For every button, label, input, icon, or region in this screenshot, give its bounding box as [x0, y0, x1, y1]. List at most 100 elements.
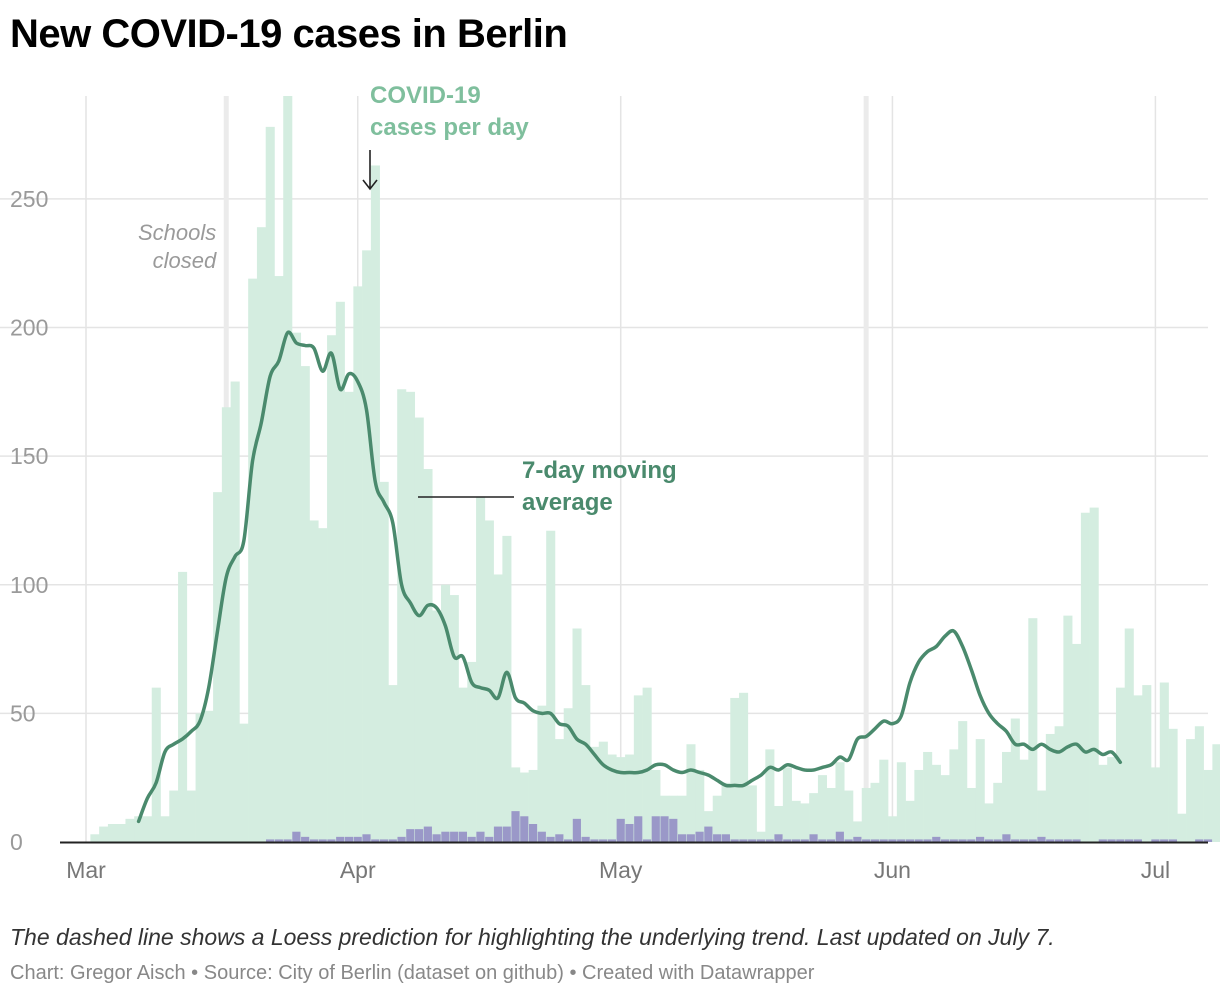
- deaths-bar: [1002, 834, 1011, 842]
- deaths-bar: [888, 839, 897, 842]
- cases-bar: [414, 417, 424, 842]
- deaths-bar: [546, 836, 555, 842]
- cases-bar: [502, 535, 512, 842]
- cases-bar: [537, 705, 547, 842]
- deaths-bar: [651, 816, 660, 842]
- deaths-bar: [1107, 839, 1116, 842]
- cases-bar: [554, 739, 565, 842]
- deaths-bar: [528, 823, 538, 842]
- cases-bar: [879, 759, 889, 842]
- deaths-bar: [914, 839, 923, 842]
- deaths-bar: [599, 839, 608, 842]
- cases-bar: [1203, 769, 1213, 842]
- deaths-bar: [713, 834, 722, 842]
- cases-bar: [817, 775, 827, 842]
- deaths-bar: [1028, 839, 1037, 842]
- cases-bar: [826, 787, 836, 842]
- cases-bar: [511, 767, 521, 842]
- deaths-bar: [309, 839, 318, 842]
- cases-bar: [905, 800, 915, 842]
- deaths-bar: [301, 836, 310, 842]
- deaths-bar: [511, 811, 520, 842]
- cases-bar: [449, 595, 459, 842]
- cases-bar: [1133, 695, 1143, 842]
- cases-bar: [309, 520, 319, 842]
- deaths-bar: [932, 836, 941, 842]
- deaths-bar: [1195, 839, 1204, 842]
- cases-series-label: COVID-19: [370, 82, 481, 109]
- cases-bar: [651, 769, 661, 842]
- deaths-bar: [1125, 839, 1134, 842]
- deaths-bar: [616, 818, 625, 842]
- deaths-bar: [669, 818, 678, 842]
- y-tick-label: 50: [10, 700, 36, 726]
- deaths-bar: [748, 839, 757, 842]
- cases-bar: [1010, 718, 1020, 842]
- cases-bar: [1107, 757, 1117, 842]
- deaths-bar: [353, 836, 362, 842]
- cases-bar: [300, 366, 310, 842]
- cases-bar: [1177, 813, 1187, 842]
- deaths-bar: [818, 839, 827, 842]
- deaths-bar: [783, 839, 792, 842]
- y-tick-label: 150: [10, 443, 48, 469]
- cases-bar: [1054, 726, 1064, 842]
- deaths-bar: [958, 839, 967, 842]
- deaths-bar: [502, 826, 511, 842]
- cases-bar: [633, 695, 643, 842]
- deaths-bar: [660, 816, 669, 842]
- cases-bar: [169, 790, 179, 842]
- cases-bar: [318, 528, 328, 842]
- cases-bar: [1037, 790, 1047, 842]
- cases-bar: [405, 391, 416, 842]
- deaths-bar: [581, 836, 590, 842]
- cases-bar: [730, 697, 740, 842]
- deaths-bar: [327, 839, 336, 842]
- deaths-bar: [564, 839, 573, 842]
- cases-bar: [195, 713, 205, 842]
- deaths-bar: [406, 829, 415, 842]
- cases-bar: [686, 744, 696, 842]
- cases-bar: [1194, 726, 1204, 842]
- x-tick-label: Apr: [340, 857, 376, 883]
- deaths-bar: [1046, 839, 1055, 842]
- cases-bar: [791, 800, 801, 842]
- cases-bar: [1028, 618, 1038, 842]
- x-tick-label: Jun: [874, 857, 911, 883]
- deaths-bar: [336, 836, 345, 842]
- cases-bar: [1098, 764, 1108, 842]
- x-tick-label: Jul: [1141, 857, 1170, 883]
- cases-bar: [1045, 733, 1055, 842]
- cases-bar: [476, 497, 486, 842]
- cases-bar: [458, 687, 468, 842]
- deaths-bar: [870, 839, 879, 842]
- cases-bar: [949, 749, 959, 842]
- cases-bar: [975, 739, 985, 842]
- deaths-bar: [379, 839, 389, 842]
- cases-bar: [966, 787, 977, 842]
- chart-title: New COVID-19 cases in Berlin: [10, 12, 568, 56]
- cases-bar: [1002, 751, 1012, 842]
- deaths-bar: [555, 834, 564, 842]
- deaths-bar: [572, 818, 581, 842]
- deaths-bar: [292, 831, 301, 842]
- cases-bar: [852, 821, 863, 842]
- cases-bar: [800, 803, 810, 842]
- deaths-bar: [450, 831, 459, 842]
- deaths-bar: [485, 836, 494, 842]
- cases-bar: [844, 790, 854, 842]
- deaths-bar: [467, 836, 476, 842]
- deaths-bar: [940, 839, 950, 842]
- cases-bar: [291, 332, 302, 842]
- cases-bar: [642, 687, 652, 842]
- deaths-bar: [1151, 839, 1160, 842]
- deaths-bar: [423, 826, 432, 842]
- chart-notes: The dashed line shows a Loess prediction…: [10, 924, 1055, 950]
- deaths-bar: [274, 839, 283, 842]
- deaths-bar: [853, 836, 862, 842]
- deaths-bar: [967, 839, 976, 842]
- chart-credit: Chart: Gregor Aisch • Source: City of Be…: [10, 962, 815, 984]
- cases-bar: [765, 749, 775, 842]
- cases-bar: [519, 772, 529, 842]
